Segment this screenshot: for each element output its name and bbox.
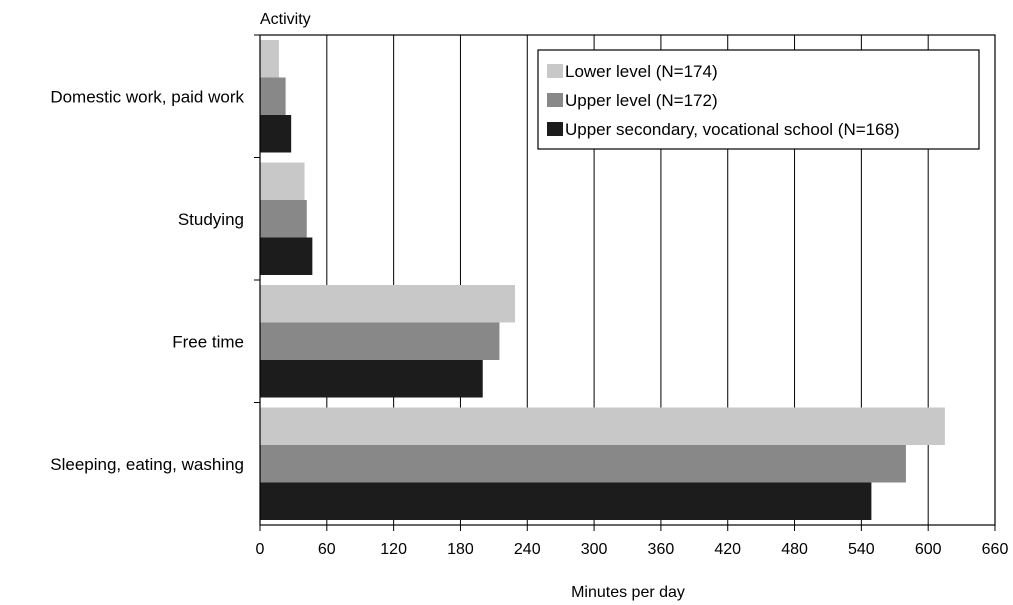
x-tick-label: 600 — [915, 541, 942, 558]
legend-swatch — [547, 122, 563, 136]
bar — [260, 77, 286, 115]
x-tick-label: 300 — [581, 541, 608, 558]
bar — [260, 162, 305, 200]
x-tick-label: 60 — [318, 541, 336, 558]
x-axis-title: Minutes per day — [571, 584, 685, 601]
category-label: Domestic work, paid work — [50, 87, 244, 106]
x-tick-label: 660 — [982, 541, 1009, 558]
legend-label: Upper level (N=172) — [565, 91, 718, 110]
bar — [260, 40, 279, 78]
bar — [260, 115, 292, 153]
bar — [260, 445, 906, 483]
legend-swatch — [547, 64, 563, 78]
x-tick-label: 540 — [848, 541, 875, 558]
bar — [260, 482, 872, 520]
bars-layer — [260, 40, 945, 520]
category-label: Studying — [178, 210, 244, 229]
x-tick-label: 180 — [447, 541, 474, 558]
category-label: Sleeping, eating, washing — [50, 455, 244, 474]
y-axis-title: Activity — [260, 11, 311, 28]
legend-label: Lower level (N=174) — [565, 62, 718, 81]
bar — [260, 360, 483, 398]
axis-layer: 0 60 120 180 240 300 360 420 480 540 600 660 Domesti… — [50, 34, 1009, 558]
x-tick-label: 240 — [514, 541, 541, 558]
bar — [260, 322, 500, 360]
x-tick-label: 420 — [714, 541, 741, 558]
legend: Lower level (N=174) Upper level (N=172) Up… — [537, 49, 980, 150]
bar — [260, 200, 307, 238]
x-tick-label: 360 — [648, 541, 675, 558]
x-tick-label: 0 — [256, 541, 265, 558]
bar — [260, 237, 313, 275]
category-label: Free time — [172, 332, 244, 351]
bar — [260, 285, 516, 323]
legend-swatch — [547, 93, 563, 107]
legend-label: Upper secondary, vocational school (N=16… — [565, 120, 900, 139]
x-tick-label: 120 — [380, 541, 407, 558]
bar — [260, 407, 945, 445]
x-tick-label: 480 — [781, 541, 808, 558]
legend-box — [537, 49, 980, 150]
